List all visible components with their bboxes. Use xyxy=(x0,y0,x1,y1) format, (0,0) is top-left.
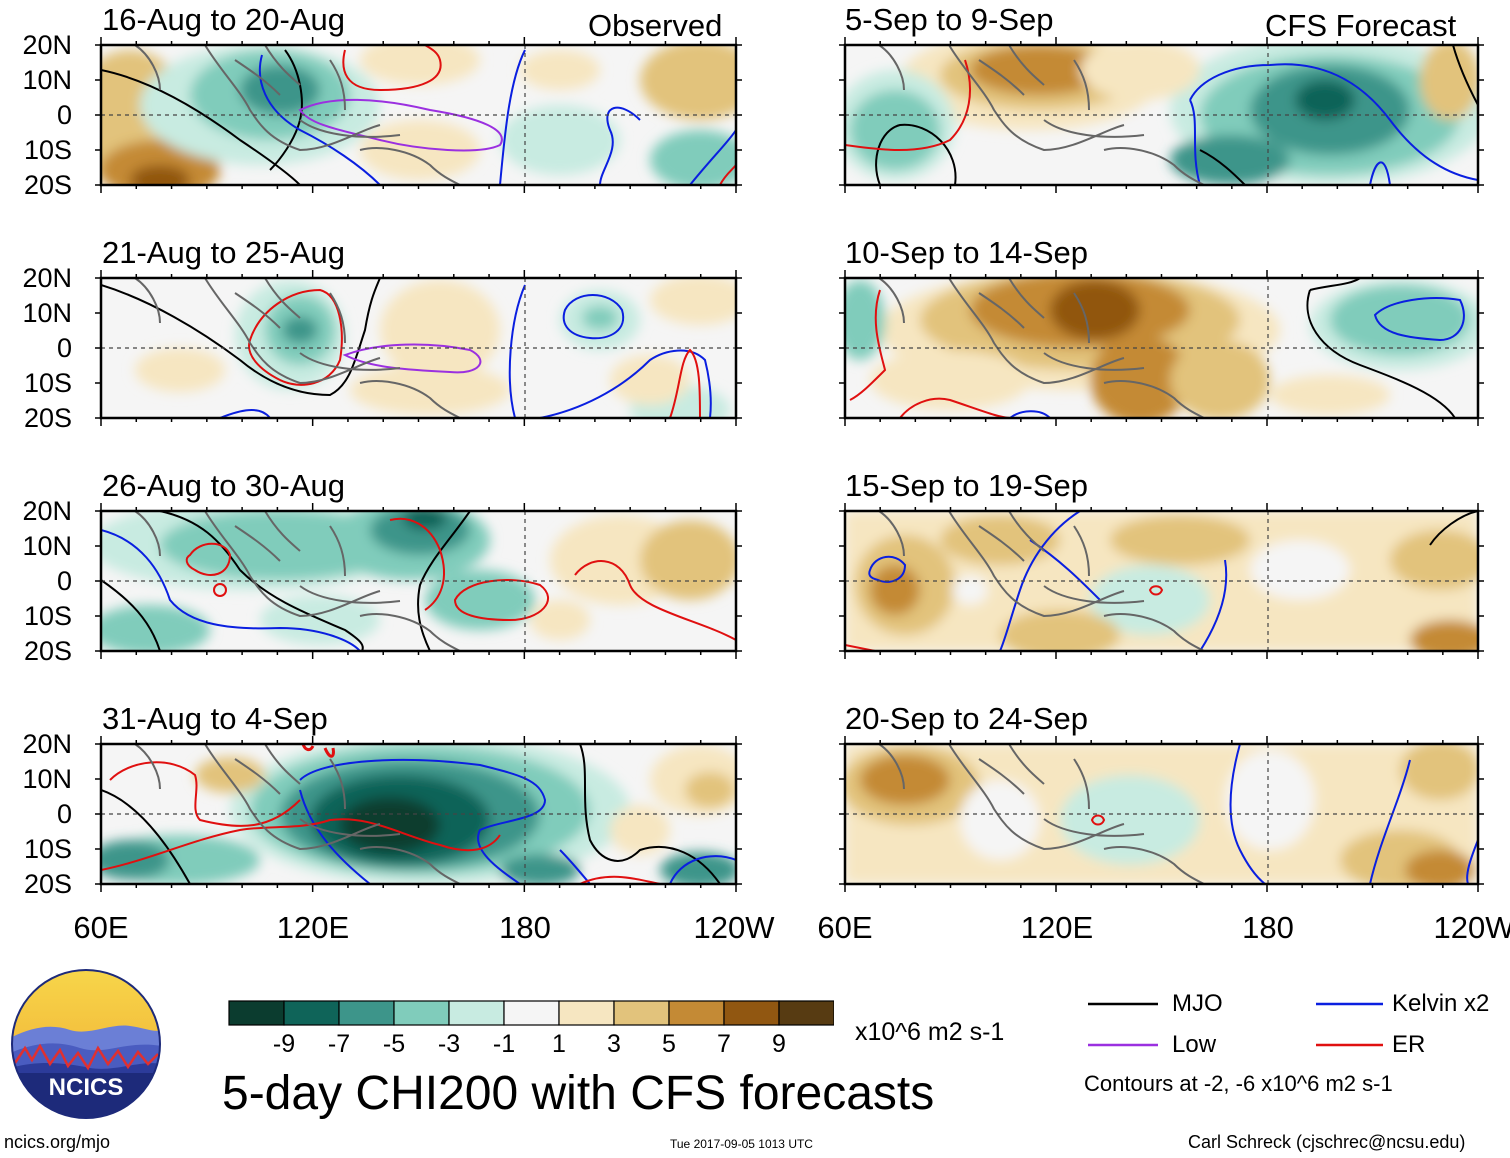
lon-label: 60E xyxy=(817,910,873,945)
map-panel-3 xyxy=(101,511,736,651)
colorbar-cell xyxy=(228,1000,285,1026)
lat-label: 0 xyxy=(56,100,72,130)
panel-title: 20-Sep to 24-Sep xyxy=(845,701,1089,736)
footer-url[interactable]: ncics.org/mjo xyxy=(4,1132,111,1152)
lat-label: 10N xyxy=(22,764,72,794)
lat-label: 20S xyxy=(23,403,72,433)
colorbar-tick-label: 7 xyxy=(717,1030,731,1058)
lat-label: 10N xyxy=(22,531,72,561)
contour-note: Contours at -2, -6 x10^6 m2 s-1 xyxy=(1084,1071,1393,1096)
colorbar-tick-label: 9 xyxy=(772,1030,786,1058)
legend-label-low: Low xyxy=(1172,1031,1217,1058)
lat-label: 20N xyxy=(22,263,72,293)
map-panel-7 xyxy=(845,511,1478,651)
colorbar-tick-label: -9 xyxy=(272,1030,296,1058)
colorbar-cell xyxy=(668,1000,725,1026)
lat-label: 10S xyxy=(23,601,72,631)
legend-label-mjo: MJO xyxy=(1172,990,1223,1017)
map-panel-8 xyxy=(845,744,1478,884)
lat-label: 0 xyxy=(56,333,72,363)
colorbar xyxy=(228,1000,834,1026)
colorbar-cell xyxy=(778,1000,834,1026)
observed-header: Observed xyxy=(588,8,723,43)
colorbar-cell xyxy=(503,1000,560,1026)
panel-title: 21-Aug to 25-Aug xyxy=(102,235,346,270)
colorbar-units: x10^6 m2 s-1 xyxy=(855,1018,1005,1046)
footer-author: Carl Schreck (cjschrec@ncsu.edu) xyxy=(1188,1132,1466,1152)
lat-label: 0 xyxy=(56,799,72,829)
colorbar-tick-label: 5 xyxy=(662,1030,676,1058)
footer-timestamp: Tue 2017-09-05 1013 UTC xyxy=(670,1137,813,1151)
colorbar-tick-label: 3 xyxy=(607,1030,621,1058)
lon-label: 120W xyxy=(1433,910,1510,945)
colorbar-tick-label: 1 xyxy=(552,1030,566,1058)
lat-label: 20N xyxy=(22,729,72,759)
main-title: 5-day CHI200 with CFS forecasts xyxy=(222,1067,935,1120)
legend-lines xyxy=(1088,1002,1383,1047)
map-panel-4 xyxy=(101,744,736,884)
colorbar-tick-label: -3 xyxy=(437,1030,461,1058)
panel-title: 5-Sep to 9-Sep xyxy=(845,2,1054,37)
lat-label: 20N xyxy=(22,496,72,526)
colorbar-cell xyxy=(283,1000,340,1026)
panel-title: 15-Sep to 19-Sep xyxy=(845,468,1089,503)
reference-lines xyxy=(101,45,1478,884)
lat-label: 10N xyxy=(22,298,72,328)
colorbar-cell xyxy=(393,1000,450,1026)
colorbar-cell xyxy=(613,1000,670,1026)
lon-label: 180 xyxy=(499,910,551,945)
lat-label: 20N xyxy=(22,30,72,60)
lat-label: 10S xyxy=(23,135,72,165)
colorbar-cell xyxy=(558,1000,615,1026)
ncics-logo: NCICS xyxy=(11,969,161,1119)
colorbar-tick-label: -1 xyxy=(492,1030,516,1058)
map-panel-1 xyxy=(101,45,736,185)
lon-label: 120E xyxy=(1020,910,1094,945)
lon-label: 180 xyxy=(1242,910,1294,945)
map-panel-5 xyxy=(845,45,1478,185)
coastlines xyxy=(134,44,1205,885)
colorbar-cell xyxy=(338,1000,395,1026)
colorbar-cell xyxy=(448,1000,505,1026)
tick-marks xyxy=(95,37,1484,892)
lat-label: 0 xyxy=(56,566,72,596)
colorbar-tick-label: -7 xyxy=(327,1030,351,1058)
lat-label: 10N xyxy=(22,65,72,95)
panel-title: 16-Aug to 20-Aug xyxy=(102,2,346,37)
lon-label: 120W xyxy=(693,910,775,945)
panel-title: 31-Aug to 4-Sep xyxy=(102,701,328,736)
panel-title: 10-Sep to 14-Sep xyxy=(845,235,1089,270)
lat-label: 20S xyxy=(23,869,72,899)
legend-label-er: ER xyxy=(1392,1031,1426,1058)
lon-label: 60E xyxy=(73,910,129,945)
forecast-header: CFS Forecast xyxy=(1265,8,1457,43)
panel-title: 26-Aug to 30-Aug xyxy=(102,468,346,503)
colorbar-cell xyxy=(723,1000,780,1026)
lat-label: 20S xyxy=(23,636,72,666)
lat-label: 10S xyxy=(23,368,72,398)
map-panel-2 xyxy=(101,278,736,418)
lat-label: 20S xyxy=(23,170,72,200)
colorbar-tick-label: -5 xyxy=(382,1030,406,1058)
lon-label: 120E xyxy=(276,910,350,945)
logo-text: NCICS xyxy=(49,1074,124,1101)
legend-label-kelvin: Kelvin x2 xyxy=(1392,990,1490,1017)
lat-label: 10S xyxy=(23,834,72,864)
